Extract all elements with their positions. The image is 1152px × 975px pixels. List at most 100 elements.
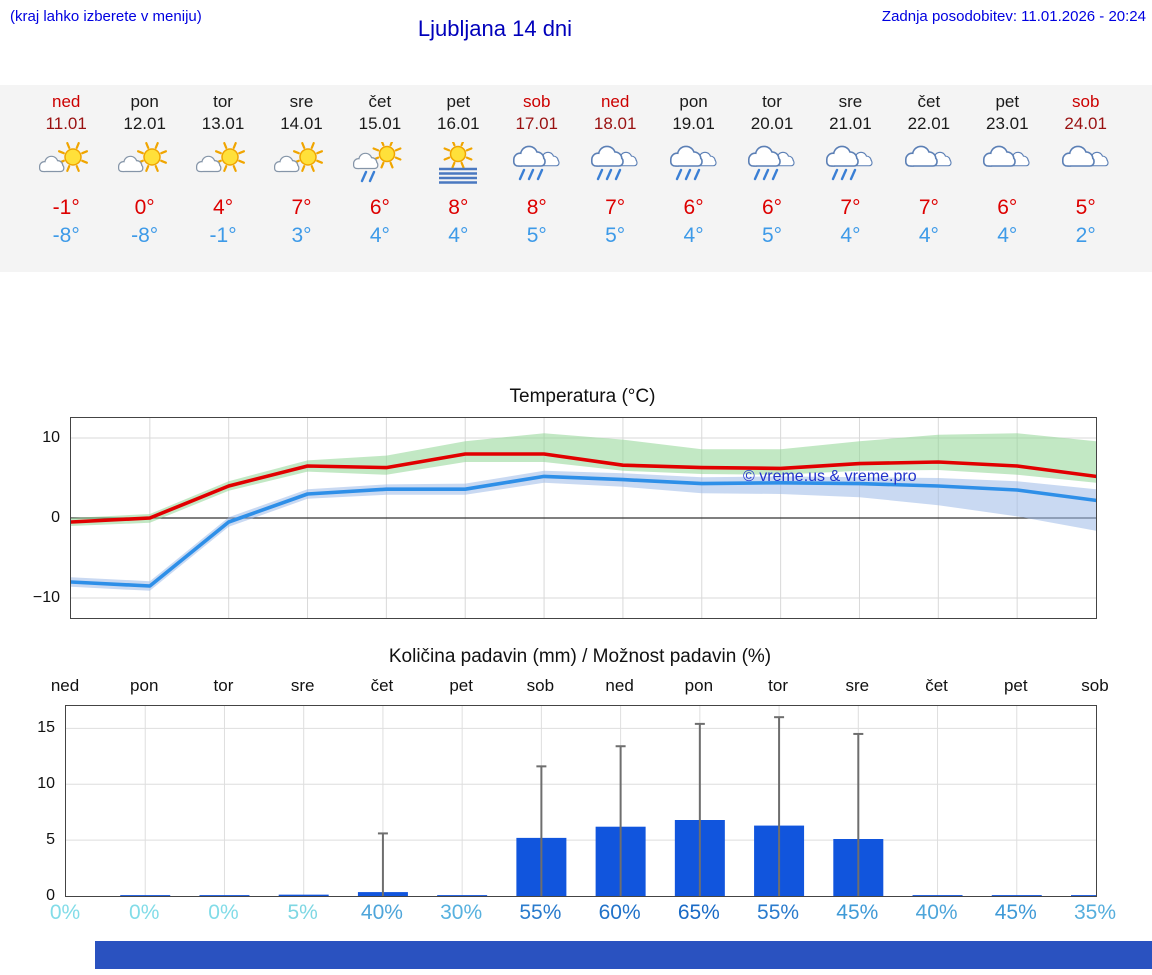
temp-max: 0° [134, 196, 155, 219]
forecast-day[interactable]: sob 24.01 5° 2° [1046, 91, 1124, 272]
temp-ytick-label: −10 [32, 589, 60, 606]
forecast-strip: ned 11.01 -1° -8° pon 12.01 0° -8° tor 13.01 4° -1°… [0, 85, 1152, 272]
precip-day-label: ned [50, 676, 80, 695]
precip-probability: 55% [757, 901, 800, 924]
sun-showers-icon [341, 135, 419, 191]
temp-min: 3° [291, 224, 312, 247]
partly-sunny-icon [262, 135, 340, 191]
day-date: 23.01 [986, 114, 1029, 133]
forecast-day[interactable]: sre 14.01 7° 3° [262, 91, 340, 272]
precip-probability: 45% [836, 901, 879, 924]
temp-ytick-label: 0 [51, 509, 60, 526]
day-date: 21.01 [829, 114, 872, 133]
temp-max: 7° [291, 196, 312, 219]
temp-max: 8° [526, 196, 547, 219]
precip-ytick-label: 5 [46, 831, 55, 849]
forecast-day[interactable]: tor 20.01 6° 5° [733, 91, 811, 272]
forecast-day[interactable]: pon 12.01 0° -8° [105, 91, 183, 272]
temp-min: 5° [605, 224, 626, 247]
temp-max: 6° [369, 196, 390, 219]
watermark: © vreme.us & vreme.pro [743, 468, 917, 485]
day-name: tor [213, 92, 233, 111]
temp-ytick-label: 10 [42, 429, 60, 446]
precip-day-label: tor [213, 676, 234, 695]
day-name: čet [917, 92, 941, 111]
day-name: tor [762, 92, 782, 111]
precip-probability: 60% [598, 901, 641, 924]
temp-max: 6° [997, 196, 1018, 219]
precip-day-label: pet [449, 676, 473, 695]
forecast-day[interactable]: sob 17.01 8° 5° [498, 91, 576, 272]
temp-max: 6° [761, 196, 783, 219]
forecast-day[interactable]: pet 16.01 8° 4° [419, 91, 497, 272]
last-updated: Zadnja posodobitev: 11.01.2026 - 20:24 [881, 8, 1146, 25]
cloudy-icon [1046, 135, 1124, 191]
day-date: 14.01 [280, 114, 323, 133]
forecast-day[interactable]: ned 11.01 -1° -8° [27, 91, 105, 272]
temp-min: 4° [918, 224, 939, 247]
precip-probability: 40% [360, 901, 403, 924]
precip-chart-canvas [66, 706, 1096, 896]
partly-sunny-icon [27, 135, 105, 191]
temp-min: -1° [209, 224, 237, 247]
location-menu-hint: (kraj lahko izberete v meniju) [10, 8, 202, 25]
day-date: 18.01 [593, 114, 637, 133]
precip-day-label: sob [526, 676, 555, 695]
precip-chart-title: Količina padavin (mm) / Možnost padavin … [388, 646, 772, 667]
forecast-day[interactable]: tor 13.01 4° -1° [184, 91, 262, 272]
temp-max: 7° [918, 196, 939, 219]
day-date: 24.01 [1064, 114, 1107, 133]
precip-day-label: tor [768, 676, 788, 695]
precip-probability: 45% [994, 901, 1037, 924]
day-date: 11.01 [45, 114, 87, 133]
rain-icon [654, 135, 732, 191]
temp-min: 4° [369, 224, 390, 247]
day-name: sre [838, 92, 863, 111]
rain-icon [733, 135, 811, 191]
temp-min: 5° [761, 224, 783, 247]
day-name: pet [995, 92, 1020, 111]
cloudy-icon [968, 135, 1046, 191]
sun-fog-icon [419, 135, 497, 191]
temp-max: -1° [52, 196, 80, 219]
partly-sunny-icon [105, 135, 183, 191]
precip-ytick-label: 0 [46, 887, 55, 904]
bottom-bar [95, 941, 1152, 969]
page-title: Ljubljana 14 dni [417, 16, 573, 41]
temp-max: 8° [448, 196, 469, 219]
day-name: pon [679, 92, 708, 111]
precip-day-label: ned [605, 676, 634, 695]
forecast-day[interactable]: pon 19.01 6° 4° [654, 91, 732, 272]
forecast-day[interactable]: pet 23.01 6° 4° [968, 91, 1046, 272]
day-name: pet [446, 92, 471, 111]
day-date: 19.01 [672, 114, 715, 133]
temp-max: 5° [1075, 196, 1096, 219]
day-date: 13.01 [201, 114, 245, 133]
rain-icon [811, 135, 889, 191]
precip-day-label: sre [290, 676, 315, 695]
precip-probability: 0% [129, 901, 160, 924]
precip-day-label: pet [1003, 676, 1028, 695]
temperature-chart: © vreme.us & vreme.pro [70, 417, 1097, 619]
precip-day-label: čet [925, 676, 948, 695]
forecast-day[interactable]: ned 18.01 7° 5° [576, 91, 654, 272]
temp-min: 5° [526, 224, 547, 247]
temp-max: 7° [840, 196, 861, 219]
precip-day-label: sre [845, 676, 870, 695]
rain-icon [498, 135, 576, 191]
forecast-day[interactable]: čet 15.01 6° 4° [341, 91, 419, 272]
precip-probability: 35% [1073, 901, 1117, 924]
cloudy-icon [890, 135, 968, 191]
temp-max: 4° [213, 196, 234, 219]
precip-day-label: pon [684, 676, 714, 695]
day-name: čet [368, 92, 392, 111]
temp-min: 2° [1075, 224, 1096, 247]
forecast-day[interactable]: sre 21.01 7° 4° [811, 91, 889, 272]
temp-min: 4° [840, 224, 861, 247]
precip-chart [65, 705, 1097, 897]
day-name: sob [1071, 92, 1100, 111]
forecast-day[interactable]: čet 22.01 7° 4° [890, 91, 968, 272]
rain-icon [576, 135, 654, 191]
precip-probability: 0% [49, 901, 81, 924]
precip-ytick-label: 10 [37, 775, 55, 793]
